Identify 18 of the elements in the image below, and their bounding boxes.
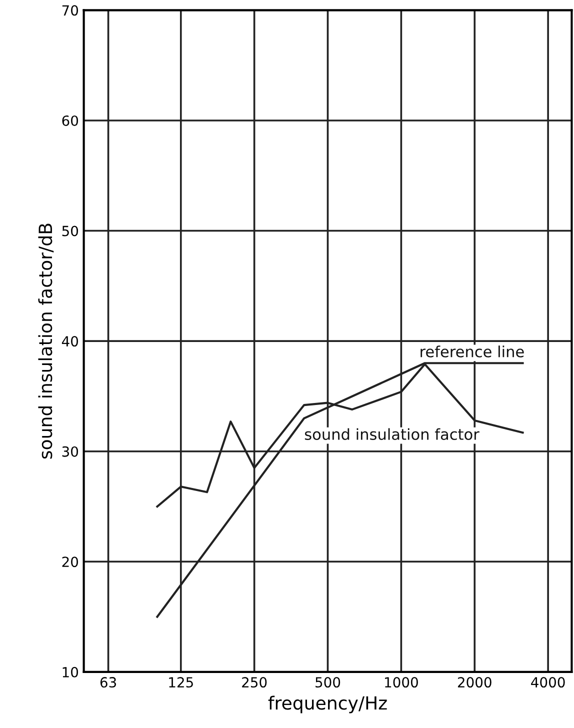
series-label: reference line — [420, 346, 524, 358]
x-axis-title: frequency/Hz — [268, 696, 387, 714]
x-tick-label: 125 — [169, 677, 193, 688]
y-tick-label: 60 — [62, 115, 78, 126]
x-tick-label: 4000 — [531, 677, 565, 688]
x-tick-label: 2000 — [458, 677, 492, 688]
series-label: sound insulation factor — [304, 428, 480, 440]
y-tick-label: 30 — [62, 446, 78, 457]
y-tick-label: 10 — [62, 666, 78, 678]
y-tick-label: 50 — [62, 226, 78, 236]
x-tick-label: 1000 — [385, 677, 418, 688]
x-tick-label: 500 — [316, 677, 340, 688]
y-tick-label: 40 — [62, 336, 78, 347]
y-tick-label: 70 — [62, 5, 78, 16]
x-tick-label: 250 — [242, 677, 267, 688]
y-tick-label: 20 — [62, 556, 78, 568]
y-axis-title: sound insulation factor/dB — [38, 224, 54, 459]
x-tick-label: 63 — [100, 677, 116, 688]
